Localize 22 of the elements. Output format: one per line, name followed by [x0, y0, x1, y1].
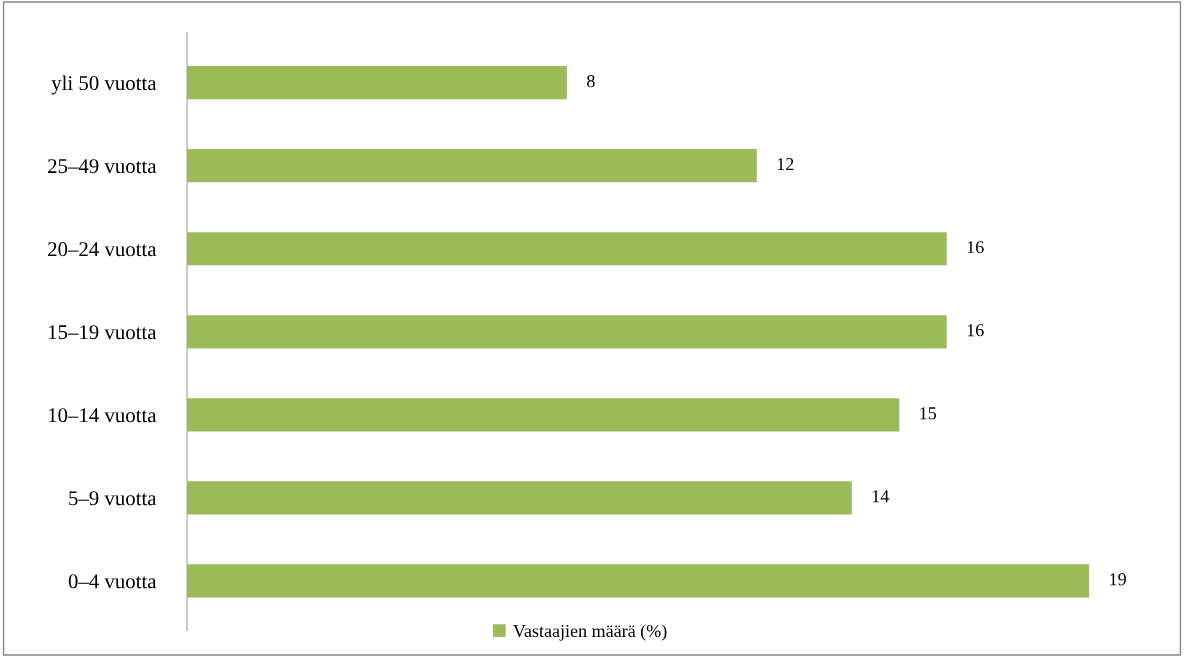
data-label: 15	[920, 407, 937, 420]
data-label: 16	[967, 241, 984, 254]
data-label: 16	[967, 324, 984, 337]
y-tick-label: yli 50 vuotta	[51, 75, 157, 95]
y-tick-label: 15–19 vuotta	[48, 325, 157, 340]
bar	[187, 66, 567, 100]
bar	[187, 398, 900, 432]
bar	[187, 315, 947, 349]
y-tick-label: 5–9 vuotta	[69, 491, 157, 506]
data-label: 14	[872, 490, 889, 503]
y-tick-label: 20–24 vuotta	[48, 242, 157, 257]
bar	[187, 149, 757, 183]
legend-label: Vastaajien määrä (%)	[513, 624, 667, 641]
data-label: 12	[777, 158, 794, 171]
bar	[187, 481, 852, 515]
bar	[187, 564, 1090, 598]
y-tick-label: 10–14 vuotta	[48, 408, 157, 423]
data-label: 8	[587, 75, 595, 88]
bar	[187, 232, 947, 266]
y-tick-label: 25–49 vuotta	[48, 159, 157, 174]
data-label: 19	[1110, 573, 1126, 586]
y-tick-label: 0–4 vuotta	[68, 574, 157, 589]
